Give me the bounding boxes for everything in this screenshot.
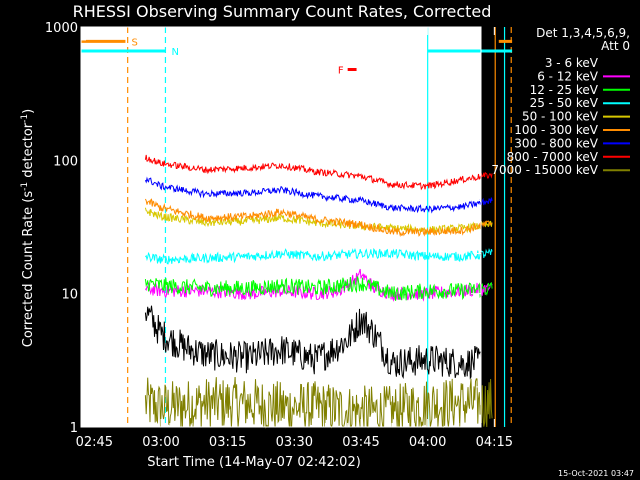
y-tick-label-100: 100 — [53, 154, 78, 169]
y-axis-label: Corrected Count Rate (s-1 detector-1) — [20, 109, 36, 347]
legend-label-50-100-kev: 50 - 100 keV — [522, 110, 599, 124]
series-line-25-50-kev — [145, 247, 493, 265]
x-tick-label-04-00: 04:00 — [409, 435, 446, 450]
legend-header-detectors: Det 1,3,4,5,6,9, — [536, 26, 630, 40]
y-label-end: ) — [21, 109, 36, 114]
x-tick-label-03-15: 03:15 — [209, 435, 246, 450]
y-label-sup2: -1 — [20, 114, 30, 123]
series-lines — [144, 154, 493, 429]
flag-bars: S N F — [81, 37, 513, 77]
legend-label-6-12-kev: 6 - 12 keV — [537, 69, 599, 83]
series-line-3-6-kev — [144, 305, 493, 380]
legend-label-300-800-kev: 300 - 800 keV — [514, 136, 598, 150]
y-tick-label-10: 10 — [61, 288, 78, 303]
y-label-mid: detector — [21, 122, 36, 182]
axes: 02:45 03:00 03:15 03:30 03:45 04:00 04:15 1 10 10… — [45, 21, 513, 450]
legend-label-100-300-kev: 100 - 300 keV — [514, 123, 598, 137]
y-label-main: Corrected Count Rate (s — [21, 191, 36, 348]
x-tick-label-03-45: 03:45 — [342, 435, 379, 450]
series-line-100-300-kev — [144, 198, 493, 238]
series-line-800-7000-kev — [144, 154, 493, 191]
legend-header-attenuator: Att 0 — [601, 39, 630, 53]
series-line-12-25-kev — [144, 275, 493, 301]
flag-label-f: F — [338, 66, 344, 77]
y-label-sup1: -1 — [20, 182, 30, 191]
vertical-markers — [127, 27, 512, 427]
x-tick-label-03-30: 03:30 — [276, 435, 313, 450]
plot-background — [81, 27, 481, 427]
flag-label-s: S — [131, 37, 137, 48]
series-line-6-12-kev — [144, 268, 493, 303]
x-tick-label-03-00: 03:00 — [142, 435, 179, 450]
x-axis-label: Start Time (14-May-07 02:42:02) — [147, 455, 361, 470]
legend-label-800-7000-kev: 800 - 7000 keV — [507, 150, 599, 164]
x-tick-label-02-45: 02:45 — [76, 435, 113, 450]
legend-label-12-25-kev: 12 - 25 keV — [530, 83, 599, 97]
footer-timestamp: 15-Oct-2021 03:47 — [558, 469, 634, 478]
legend-label-3-6-kev: 3 - 6 keV — [545, 56, 599, 70]
flag-label-n: N — [171, 47, 178, 58]
legend-label-25-50-kev: 25 - 50 keV — [530, 96, 599, 110]
x-tick-label-04-15: 04:15 — [476, 435, 513, 450]
series-line-300-800-kev — [144, 176, 493, 214]
y-tick-label-1: 1 — [70, 421, 78, 436]
chart-title: RHESSI Observing Summary Count Rates, Co… — [73, 2, 492, 21]
plot-area — [81, 27, 481, 427]
y-tick-label-1000: 1000 — [45, 21, 78, 36]
series-line-7000-15000-kev — [144, 376, 493, 429]
legend-label-7000-15000-kev: 7000 - 15000 keV — [491, 163, 598, 177]
